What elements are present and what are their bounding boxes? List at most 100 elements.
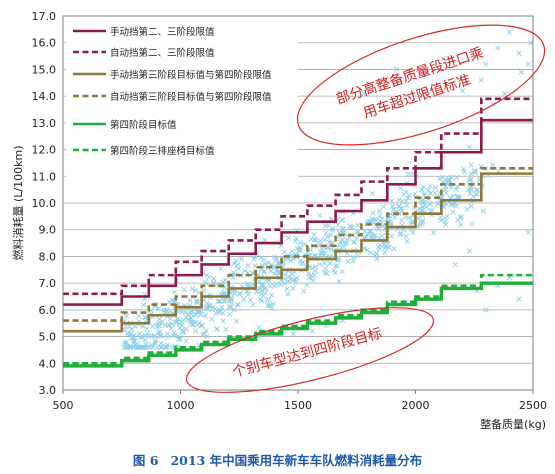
scatter-point xyxy=(332,270,338,276)
scatter-point xyxy=(202,313,208,319)
scatter-point xyxy=(459,88,466,94)
scatter-point xyxy=(328,246,335,252)
scatter-point xyxy=(152,340,158,346)
scatter-point xyxy=(335,222,341,228)
scatter-point xyxy=(392,214,398,220)
scatter-point xyxy=(173,331,179,338)
scatter-point xyxy=(490,162,496,168)
scatter-point xyxy=(223,326,229,333)
scatter-point xyxy=(427,183,433,189)
scatter-point xyxy=(214,326,220,332)
annotation-ellipse-low xyxy=(185,307,435,393)
scatter-point xyxy=(448,202,454,208)
scatter-point xyxy=(234,262,240,268)
limit-line-5 xyxy=(63,281,533,368)
scatter-point xyxy=(437,176,443,182)
scatter-point xyxy=(452,261,459,268)
scatter-point xyxy=(155,329,161,336)
scatter-point xyxy=(361,245,368,252)
scatter-point xyxy=(327,260,333,266)
scatter-point xyxy=(432,184,439,191)
scatter-point xyxy=(394,66,400,73)
y-tick-label: 10.0 xyxy=(32,197,57,210)
scatter-point xyxy=(325,222,332,229)
y-tick-label: 12.0 xyxy=(32,144,57,157)
y-tick-label: 4.0 xyxy=(39,357,57,370)
scatter-point xyxy=(419,221,425,227)
scatter-point xyxy=(272,271,278,277)
y-tick-label: 14.0 xyxy=(32,90,57,103)
scatter-point xyxy=(277,282,283,288)
scatter-point xyxy=(321,260,327,266)
legend-label-4: 自动挡第三阶段目标值与第四阶段限值 xyxy=(110,91,272,103)
scatter-point xyxy=(288,258,294,264)
scatter-point xyxy=(478,77,484,83)
y-tick-label: 16.0 xyxy=(32,37,57,50)
scatter-point xyxy=(442,219,448,225)
scatter-point xyxy=(311,253,317,259)
scatter-point xyxy=(165,321,171,327)
scatter-point xyxy=(257,296,264,302)
scatter-point xyxy=(376,208,383,214)
legend-label-6: 第四阶段三排座椅目标值 xyxy=(110,145,215,157)
scatter-point xyxy=(461,169,468,175)
scatter-point xyxy=(261,286,268,292)
scatter-point xyxy=(375,244,382,250)
scatter-point xyxy=(336,242,342,248)
limit-line-4 xyxy=(63,166,533,322)
scatter-point xyxy=(340,225,346,231)
figure-caption-text: 2013 年中国乘用车新车车队燃料消耗量分布 xyxy=(170,453,423,468)
scatter-point xyxy=(273,255,279,261)
scatter-point xyxy=(370,233,377,239)
scatter-point xyxy=(245,291,251,297)
scatter-point xyxy=(305,271,312,277)
scatter-point xyxy=(382,77,388,83)
scatter-point xyxy=(367,228,373,234)
scatter-point xyxy=(270,301,276,307)
scatter-point xyxy=(294,246,300,252)
scatter-point xyxy=(203,328,209,334)
scatter-point xyxy=(219,304,225,310)
scatter-point xyxy=(128,343,134,349)
scatter-point xyxy=(469,221,475,227)
scatter-point xyxy=(311,232,317,238)
scatter-point xyxy=(252,263,258,269)
scatter-point xyxy=(140,323,146,329)
x-tick-label: 2500 xyxy=(519,399,547,412)
scatter-point xyxy=(483,61,489,67)
scatter-point xyxy=(388,233,395,239)
scatter-point xyxy=(472,169,478,175)
scatter-point xyxy=(204,333,210,339)
scatter-point xyxy=(301,288,307,294)
scatter-point xyxy=(231,261,237,267)
scatter-point xyxy=(420,200,426,206)
scatter-point xyxy=(301,241,307,248)
scatter-point xyxy=(158,344,164,350)
scatter-point xyxy=(204,272,210,278)
scatter-point xyxy=(129,334,135,340)
scatter-point xyxy=(468,203,474,209)
scatter-point xyxy=(132,323,138,329)
scatter-point xyxy=(345,258,351,264)
scatter-point xyxy=(139,333,145,340)
scatter-point xyxy=(211,280,217,286)
scatter-point xyxy=(361,90,367,97)
scatter-point xyxy=(466,248,473,254)
scatter-point xyxy=(370,210,376,216)
scatter-point xyxy=(213,310,220,316)
scatter-point xyxy=(161,307,167,313)
scatter-point xyxy=(443,201,449,207)
scatter-point xyxy=(185,311,191,317)
scatter-point xyxy=(168,325,175,332)
scatter-point xyxy=(364,231,371,237)
scatter-point xyxy=(455,217,461,223)
scatter-point xyxy=(348,224,354,230)
scatter-point xyxy=(495,45,501,51)
limit-line-6 xyxy=(63,273,533,365)
scatter-point xyxy=(262,237,268,243)
scatter-point xyxy=(183,326,190,332)
scatter-point xyxy=(312,253,319,259)
scatter-point xyxy=(226,304,232,310)
scatter-point xyxy=(405,171,412,177)
scatter-point xyxy=(202,279,208,285)
